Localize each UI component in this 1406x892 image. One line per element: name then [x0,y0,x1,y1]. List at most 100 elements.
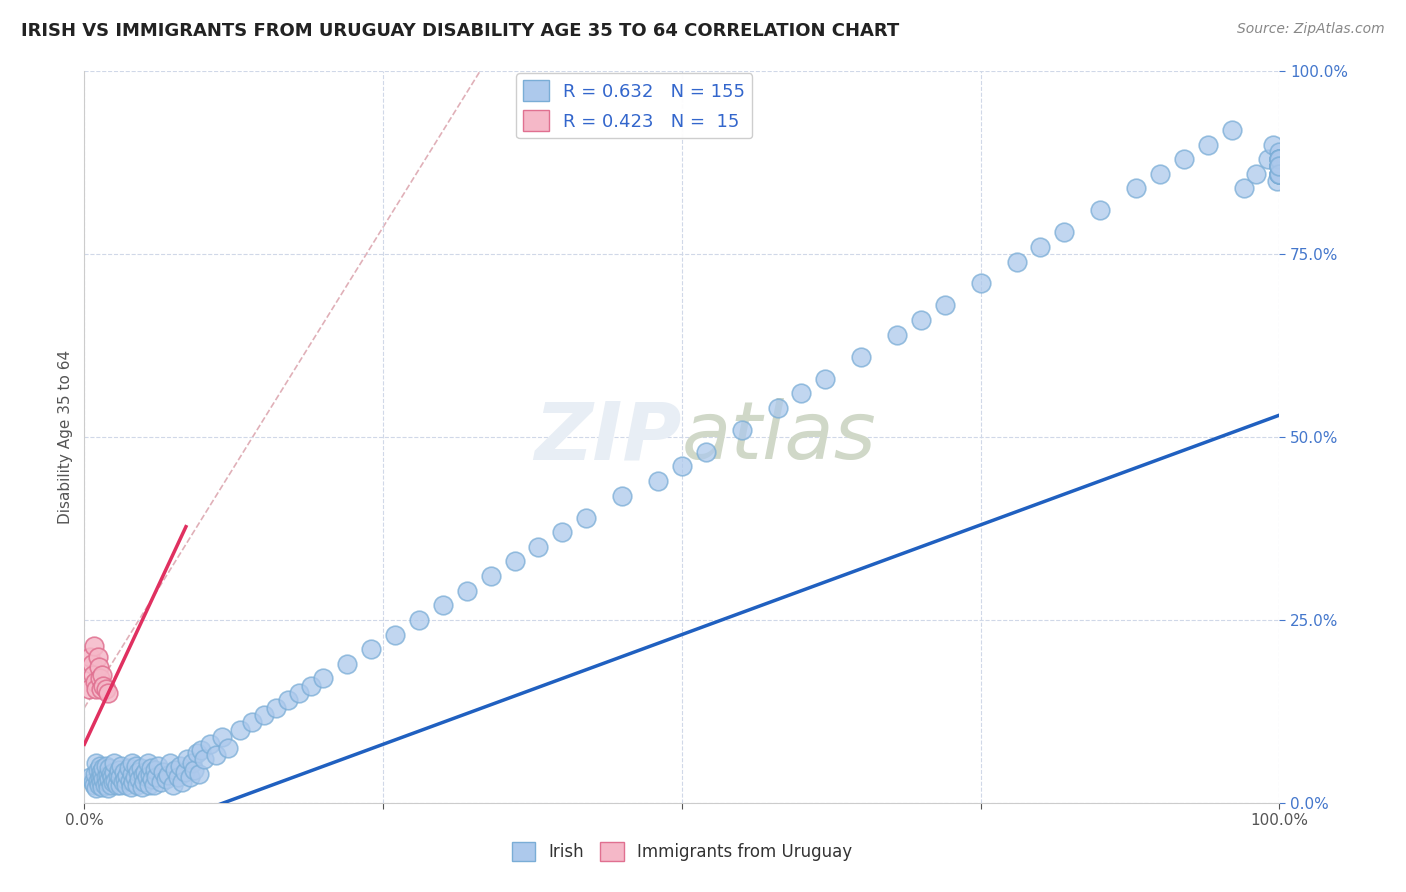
Point [1268,167,1291,181]
Point [229,723,252,737]
Point [86,682,108,697]
Point [198,737,221,751]
Point [336,657,359,671]
Point [301,679,323,693]
Point [97,781,120,796]
Point [1263,137,1285,152]
Point [87,660,110,674]
Point [1268,152,1291,166]
Text: ZIP: ZIP [534,398,682,476]
Point [112,765,135,780]
Point [100,766,122,780]
Point [101,775,124,789]
Point [138,778,160,792]
Point [128,772,150,787]
Point [159,756,181,770]
Point [1244,167,1267,181]
Point [118,773,141,788]
Point [93,761,115,775]
Point [142,778,165,792]
Point [111,775,134,789]
Point [121,756,143,770]
Point [83,639,105,653]
Point [86,649,108,664]
Point [1268,160,1291,174]
Point [1149,167,1171,181]
Point [1268,152,1291,166]
Point [103,756,125,770]
Point [96,775,118,789]
Point [97,686,120,700]
Point [124,770,146,784]
Point [107,768,129,782]
Point [1268,160,1291,174]
Point [141,772,163,787]
Point [1268,145,1291,159]
Point [108,763,131,777]
Point [93,772,115,787]
Point [136,756,159,770]
Point [1125,181,1147,195]
Point [82,775,104,789]
Point [125,778,148,792]
Point [1220,123,1243,137]
Point [731,423,754,437]
Point [87,778,110,792]
Point [80,657,103,671]
Point [94,770,117,784]
Point [84,766,107,780]
Point [97,768,120,782]
Point [1173,152,1195,166]
Point [176,752,198,766]
Point [1090,203,1112,218]
Point [166,770,188,784]
Point [1268,167,1291,181]
Point [253,708,276,723]
Point [157,768,180,782]
Point [1268,167,1291,181]
Point [155,772,177,787]
Point [98,761,121,775]
Legend: Irish, Immigrants from Uruguay: Irish, Immigrants from Uruguay [505,835,859,868]
Point [105,778,128,792]
Point [143,763,166,777]
Point [145,770,167,784]
Point [86,781,108,796]
Point [790,386,813,401]
Point [132,768,155,782]
Point [84,675,107,690]
Point [93,679,115,693]
Point [100,778,122,792]
Point [172,775,194,789]
Point [408,613,430,627]
Point [456,583,478,598]
Point [94,682,117,697]
Point [132,775,156,789]
Point [1005,254,1028,268]
Point [179,770,201,784]
Point [1257,152,1279,166]
Point [432,599,454,613]
Point [186,746,208,760]
Point [527,540,550,554]
Point [79,770,101,784]
Point [240,715,263,730]
Point [90,682,112,697]
Point [970,277,993,291]
Point [360,642,382,657]
Point [162,778,184,792]
Point [129,761,152,775]
Point [83,778,105,792]
Point [86,763,108,777]
Point [122,775,145,789]
Point [90,765,112,780]
Point [190,743,212,757]
Point [121,766,143,780]
Point [104,773,127,788]
Point [1268,152,1291,166]
Point [148,759,170,773]
Point [110,770,132,784]
Point [98,772,121,787]
Point [211,730,233,744]
Point [93,778,115,792]
